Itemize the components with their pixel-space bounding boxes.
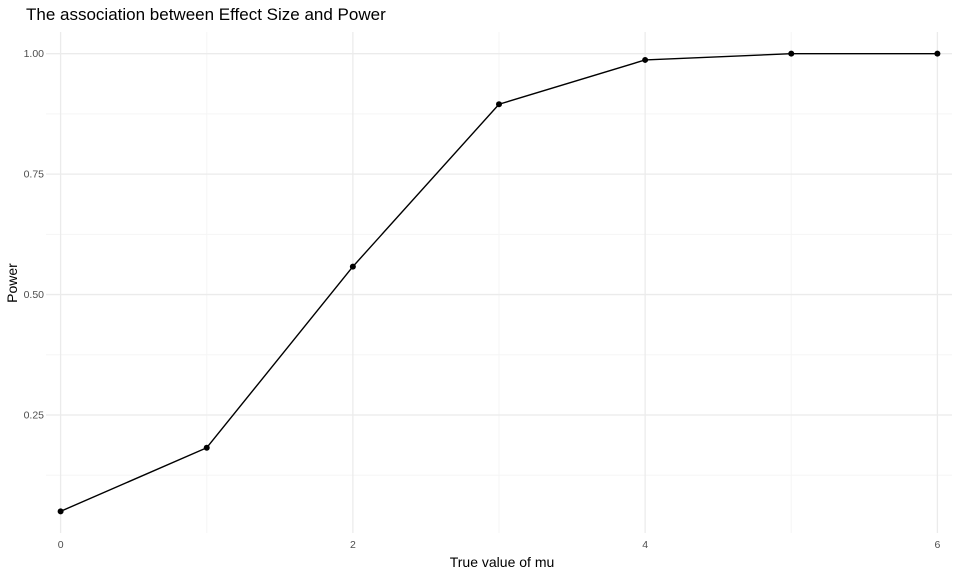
data-point bbox=[788, 50, 795, 57]
data-point bbox=[496, 101, 502, 108]
x-axis-ticks: 0 2 4 6 bbox=[58, 539, 941, 551]
y-tick-label: 0.50 bbox=[24, 289, 45, 301]
x-axis-title: True value of mu bbox=[450, 554, 555, 570]
y-axis-ticks: 0.25 0.50 0.75 1.00 bbox=[24, 48, 45, 421]
data-point bbox=[934, 50, 941, 57]
y-tick-label: 0.75 bbox=[24, 169, 45, 181]
y-tick-label: 0.25 bbox=[24, 409, 45, 421]
data-point bbox=[57, 508, 64, 515]
data-point bbox=[349, 263, 356, 270]
series-layer bbox=[57, 50, 941, 515]
x-tick-label: 4 bbox=[642, 539, 648, 551]
data-point bbox=[203, 444, 210, 451]
x-tick-label: 6 bbox=[934, 539, 940, 551]
y-tick-label: 1.00 bbox=[24, 48, 45, 60]
x-tick-label: 0 bbox=[58, 539, 64, 551]
y-axis-title: Power bbox=[4, 263, 20, 303]
data-point bbox=[642, 56, 649, 63]
minor-gridlines bbox=[46, 32, 952, 533]
x-tick-label: 2 bbox=[350, 539, 356, 551]
chart-title: The association between Effect Size and … bbox=[26, 5, 386, 24]
